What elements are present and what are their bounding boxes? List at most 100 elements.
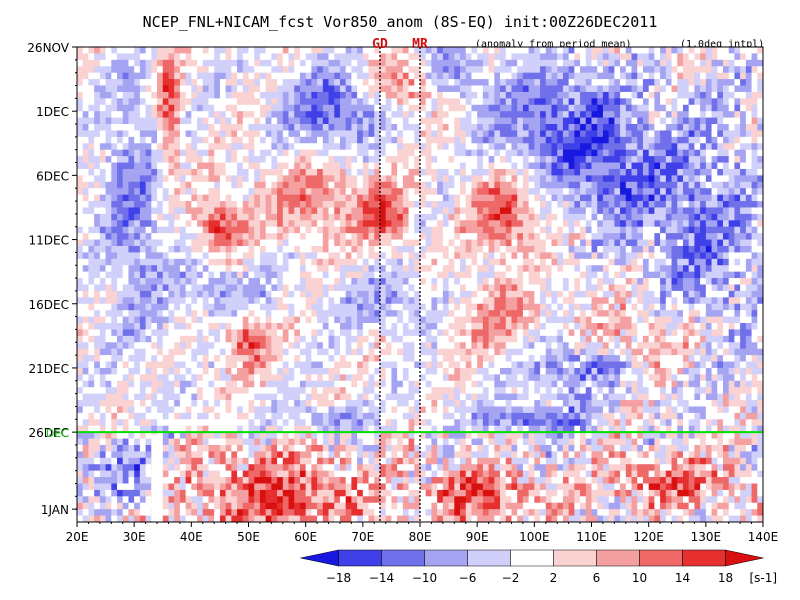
- field-cell: [168, 297, 175, 305]
- field-cell: [522, 226, 530, 234]
- field-cell: [454, 284, 461, 292]
- field-cell: [688, 239, 695, 247]
- field-cell: [111, 278, 118, 285]
- field-cell: [162, 252, 169, 260]
- field-cell: [494, 149, 501, 157]
- field-cell: [460, 124, 467, 131]
- field-cell: [288, 85, 295, 93]
- field-cell: [551, 136, 558, 144]
- field-cell: [277, 124, 284, 131]
- field-cell: [157, 278, 164, 285]
- field-cell: [562, 162, 570, 170]
- field-cell: [259, 213, 267, 221]
- field-cell: [202, 188, 209, 196]
- field-cell: [545, 53, 552, 61]
- field-cell: [557, 98, 564, 106]
- field-cell: [660, 156, 667, 163]
- field-cell: [562, 91, 570, 99]
- field-cell: [128, 181, 135, 189]
- field-cell: [259, 136, 267, 144]
- field-cell: [408, 66, 415, 74]
- field-cell: [734, 53, 741, 61]
- field-cell: [420, 226, 427, 234]
- field-cell: [437, 271, 444, 279]
- field-cell: [511, 297, 518, 305]
- field-cell: [299, 201, 307, 208]
- field-cell: [191, 201, 198, 208]
- field-cell: [408, 188, 415, 196]
- field-cell: [134, 239, 141, 247]
- field-cell: [385, 188, 392, 196]
- field-cell: [705, 181, 712, 189]
- field-cell: [517, 201, 524, 208]
- field-cell: [82, 85, 89, 93]
- field-cell: [174, 98, 181, 106]
- field-cell: [379, 175, 387, 183]
- field-cell: [145, 53, 152, 61]
- field-cell: [591, 175, 598, 183]
- field-cell: [351, 265, 358, 273]
- field-cell: [122, 181, 129, 189]
- field-cell: [162, 59, 169, 67]
- field-cell: [99, 181, 106, 189]
- field-cell: [694, 188, 701, 196]
- field-cell: [682, 136, 690, 144]
- field-cell: [620, 271, 627, 279]
- field-cell: [648, 91, 655, 99]
- field-cell: [339, 310, 347, 317]
- field-cell: [311, 168, 318, 176]
- field-cell: [642, 207, 650, 215]
- field-cell: [648, 233, 655, 240]
- field-cell: [522, 265, 530, 273]
- field-cell: [602, 265, 610, 273]
- field-cell: [111, 66, 118, 74]
- field-cell: [500, 47, 507, 54]
- field-cell: [271, 117, 278, 125]
- field-cell: [397, 130, 404, 138]
- field-cell: [425, 162, 432, 170]
- field-cell: [282, 233, 289, 240]
- field-cell: [111, 220, 118, 228]
- field-cell: [334, 201, 341, 208]
- field-cell: [585, 72, 592, 80]
- field-cell: [505, 194, 512, 202]
- field-cell: [477, 245, 484, 253]
- field-cell: [248, 156, 255, 163]
- field-cell: [751, 271, 758, 279]
- field-cell: [654, 284, 661, 292]
- field-cell: [625, 117, 632, 125]
- field-cell: [334, 156, 341, 163]
- field-cell: [460, 130, 467, 138]
- field-cell: [219, 258, 227, 266]
- field-cell: [282, 265, 289, 273]
- field-cell: [448, 156, 455, 163]
- field-cell: [357, 213, 364, 221]
- field-cell: [705, 98, 712, 106]
- field-cell: [174, 168, 181, 176]
- field-cell: [271, 162, 278, 170]
- field-cell: [277, 271, 284, 279]
- field-cell: [517, 149, 524, 157]
- field-cell: [197, 66, 204, 74]
- field-cell: [391, 290, 398, 298]
- field-cell: [717, 290, 724, 298]
- field-cell: [694, 207, 701, 215]
- field-cell: [299, 278, 307, 285]
- field-cell: [345, 156, 352, 163]
- field-cell: [614, 239, 621, 247]
- field-cell: [271, 297, 278, 305]
- field-cell: [128, 201, 135, 208]
- field-cell: [168, 117, 175, 125]
- field-cell: [425, 72, 432, 80]
- field-cell: [277, 194, 284, 202]
- field-cell: [665, 79, 672, 86]
- field-cell: [602, 175, 610, 183]
- field-cell: [631, 91, 638, 99]
- field-cell: [351, 98, 358, 106]
- field-cell: [562, 53, 570, 61]
- field-cell: [322, 271, 329, 279]
- field-cell: [460, 66, 467, 74]
- field-cell: [568, 220, 575, 228]
- field-cell: [271, 245, 278, 253]
- field-cell: [597, 278, 604, 285]
